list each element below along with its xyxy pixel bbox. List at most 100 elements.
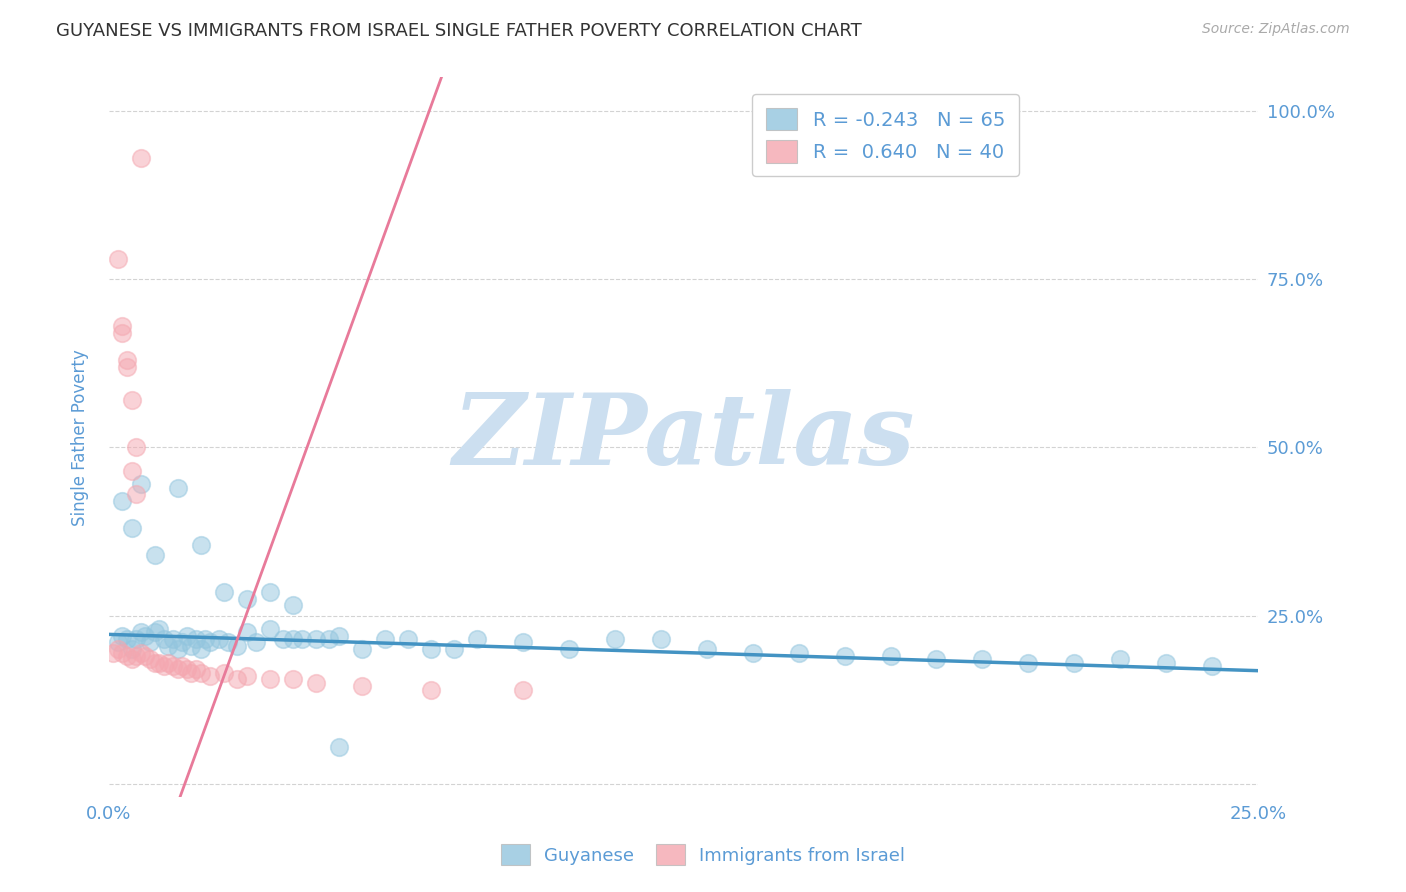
Point bbox=[125, 632, 148, 646]
Point bbox=[190, 665, 212, 680]
Point bbox=[162, 632, 184, 646]
Point bbox=[115, 648, 138, 663]
Point bbox=[419, 642, 441, 657]
Legend: R = -0.243   N = 65, R =  0.640   N = 40: R = -0.243 N = 65, R = 0.640 N = 40 bbox=[752, 95, 1019, 177]
Point bbox=[172, 659, 194, 673]
Text: GUYANESE VS IMMIGRANTS FROM ISRAEL SINGLE FATHER POVERTY CORRELATION CHART: GUYANESE VS IMMIGRANTS FROM ISRAEL SINGL… bbox=[56, 22, 862, 40]
Point bbox=[194, 632, 217, 646]
Point bbox=[281, 632, 304, 646]
Point bbox=[157, 656, 180, 670]
Point bbox=[350, 642, 373, 657]
Point bbox=[125, 487, 148, 501]
Point bbox=[148, 622, 170, 636]
Point bbox=[111, 646, 134, 660]
Point bbox=[465, 632, 488, 646]
Point bbox=[198, 635, 221, 649]
Point bbox=[273, 632, 295, 646]
Point bbox=[129, 646, 152, 660]
Point bbox=[374, 632, 396, 646]
Point bbox=[121, 393, 143, 408]
Text: ZIPatlas: ZIPatlas bbox=[453, 389, 915, 485]
Point bbox=[304, 632, 326, 646]
Point bbox=[208, 632, 231, 646]
Point bbox=[235, 591, 257, 606]
Point bbox=[1063, 656, 1085, 670]
Point bbox=[396, 632, 419, 646]
Point bbox=[139, 635, 162, 649]
Point bbox=[235, 669, 257, 683]
Point bbox=[198, 669, 221, 683]
Point bbox=[166, 481, 188, 495]
Point bbox=[443, 642, 465, 657]
Text: Source: ZipAtlas.com: Source: ZipAtlas.com bbox=[1202, 22, 1350, 37]
Point bbox=[148, 656, 170, 670]
Point bbox=[107, 635, 129, 649]
Legend: Guyanese, Immigrants from Israel: Guyanese, Immigrants from Israel bbox=[492, 835, 914, 874]
Point bbox=[111, 629, 134, 643]
Point bbox=[512, 682, 534, 697]
Point bbox=[121, 652, 143, 666]
Point bbox=[328, 629, 350, 643]
Point bbox=[184, 632, 207, 646]
Point bbox=[696, 642, 718, 657]
Point bbox=[107, 642, 129, 657]
Point bbox=[879, 648, 901, 663]
Point bbox=[603, 632, 626, 646]
Point bbox=[419, 682, 441, 697]
Y-axis label: Single Father Poverty: Single Father Poverty bbox=[72, 349, 89, 525]
Point bbox=[184, 662, 207, 676]
Point bbox=[125, 441, 148, 455]
Point bbox=[291, 632, 314, 646]
Point bbox=[304, 675, 326, 690]
Point bbox=[226, 673, 249, 687]
Point bbox=[176, 662, 198, 676]
Point bbox=[129, 477, 152, 491]
Point bbox=[111, 494, 134, 508]
Point bbox=[281, 673, 304, 687]
Point bbox=[1017, 656, 1039, 670]
Point bbox=[212, 585, 235, 599]
Point bbox=[180, 639, 202, 653]
Point bbox=[259, 585, 281, 599]
Point bbox=[512, 635, 534, 649]
Point bbox=[153, 632, 176, 646]
Point bbox=[925, 652, 948, 666]
Point bbox=[115, 353, 138, 368]
Point bbox=[153, 659, 176, 673]
Point bbox=[259, 622, 281, 636]
Point bbox=[557, 642, 579, 657]
Point bbox=[217, 635, 239, 649]
Point bbox=[259, 673, 281, 687]
Point bbox=[328, 739, 350, 754]
Point bbox=[129, 151, 152, 165]
Point bbox=[166, 662, 188, 676]
Point bbox=[787, 646, 810, 660]
Point bbox=[115, 632, 138, 646]
Point bbox=[180, 665, 202, 680]
Point bbox=[226, 639, 249, 653]
Point bbox=[281, 599, 304, 613]
Point bbox=[143, 656, 166, 670]
Point bbox=[190, 538, 212, 552]
Point bbox=[650, 632, 672, 646]
Point bbox=[162, 659, 184, 673]
Point bbox=[157, 639, 180, 653]
Point bbox=[245, 635, 267, 649]
Point bbox=[172, 635, 194, 649]
Point bbox=[972, 652, 994, 666]
Point bbox=[107, 252, 129, 266]
Point bbox=[235, 625, 257, 640]
Point bbox=[834, 648, 856, 663]
Point bbox=[212, 665, 235, 680]
Point bbox=[111, 319, 134, 334]
Point bbox=[139, 652, 162, 666]
Point bbox=[143, 625, 166, 640]
Point bbox=[121, 642, 143, 657]
Point bbox=[741, 646, 763, 660]
Point bbox=[125, 648, 148, 663]
Point bbox=[134, 629, 156, 643]
Point bbox=[176, 629, 198, 643]
Point bbox=[143, 548, 166, 562]
Point bbox=[1201, 659, 1223, 673]
Point bbox=[103, 646, 125, 660]
